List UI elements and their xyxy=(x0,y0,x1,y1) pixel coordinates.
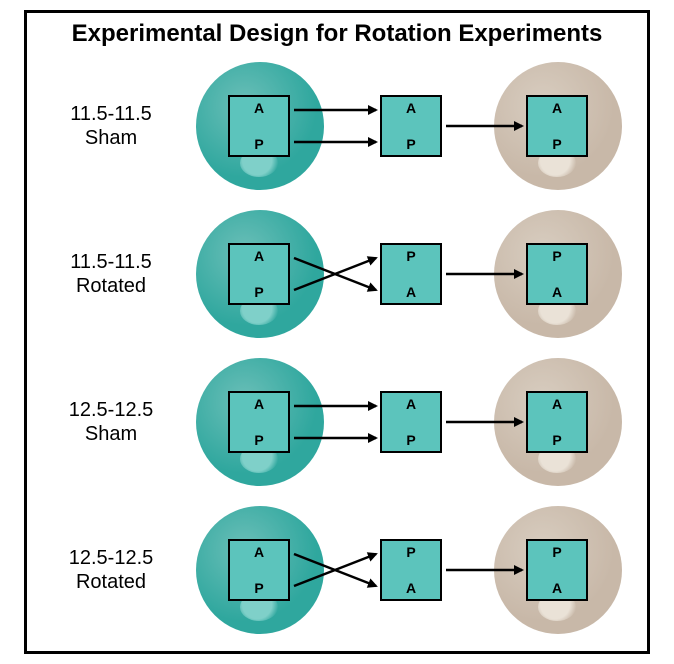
square-label-top: P xyxy=(552,545,561,559)
row-label: 11.5-11.5Sham xyxy=(46,102,176,150)
square-label-bottom: A xyxy=(406,581,416,595)
row-label-line2: Rotated xyxy=(46,570,176,594)
square-label-top: A xyxy=(254,545,264,559)
ap-square: AP xyxy=(228,95,290,157)
square-label-bottom: P xyxy=(406,433,415,447)
square-label-bottom: A xyxy=(552,581,562,595)
row-label-line1: 12.5-12.5 xyxy=(46,546,176,570)
ap-square: AP xyxy=(228,539,290,601)
row-label: 12.5-12.5Rotated xyxy=(46,546,176,594)
row-label: 12.5-12.5Sham xyxy=(46,398,176,446)
row-label: 11.5-11.5Rotated xyxy=(46,250,176,298)
ap-square: AP xyxy=(380,391,442,453)
row-label-line2: Sham xyxy=(46,422,176,446)
row-label-line1: 12.5-12.5 xyxy=(46,398,176,422)
ap-square: AP xyxy=(228,243,290,305)
square-label-bottom: P xyxy=(552,433,561,447)
ap-square: PA xyxy=(526,539,588,601)
square-label-top: A xyxy=(552,397,562,411)
row-label-line2: Sham xyxy=(46,126,176,150)
square-label-top: A xyxy=(254,397,264,411)
square-label-bottom: A xyxy=(406,285,416,299)
square-label-top: A xyxy=(406,101,416,115)
square-label-bottom: P xyxy=(254,285,263,299)
ap-square: AP xyxy=(526,391,588,453)
square-label-top: A xyxy=(406,397,416,411)
square-label-bottom: P xyxy=(254,433,263,447)
square-label-top: P xyxy=(552,249,561,263)
ap-square: AP xyxy=(228,391,290,453)
row-label-line2: Rotated xyxy=(46,274,176,298)
square-label-top: A xyxy=(552,101,562,115)
square-label-top: P xyxy=(406,249,415,263)
square-label-bottom: P xyxy=(254,137,263,151)
diagram-title: Experimental Design for Rotation Experim… xyxy=(24,20,650,48)
square-label-top: A xyxy=(254,249,264,263)
ap-square: PA xyxy=(380,539,442,601)
ap-square: PA xyxy=(526,243,588,305)
square-label-bottom: P xyxy=(406,137,415,151)
square-label-bottom: P xyxy=(254,581,263,595)
square-label-top: A xyxy=(254,101,264,115)
square-label-bottom: P xyxy=(552,137,561,151)
square-label-bottom: A xyxy=(552,285,562,299)
ap-square: PA xyxy=(380,243,442,305)
row-label-line1: 11.5-11.5 xyxy=(46,102,176,126)
square-label-top: P xyxy=(406,545,415,559)
row-label-line1: 11.5-11.5 xyxy=(46,250,176,274)
ap-square: AP xyxy=(526,95,588,157)
ap-square: AP xyxy=(380,95,442,157)
